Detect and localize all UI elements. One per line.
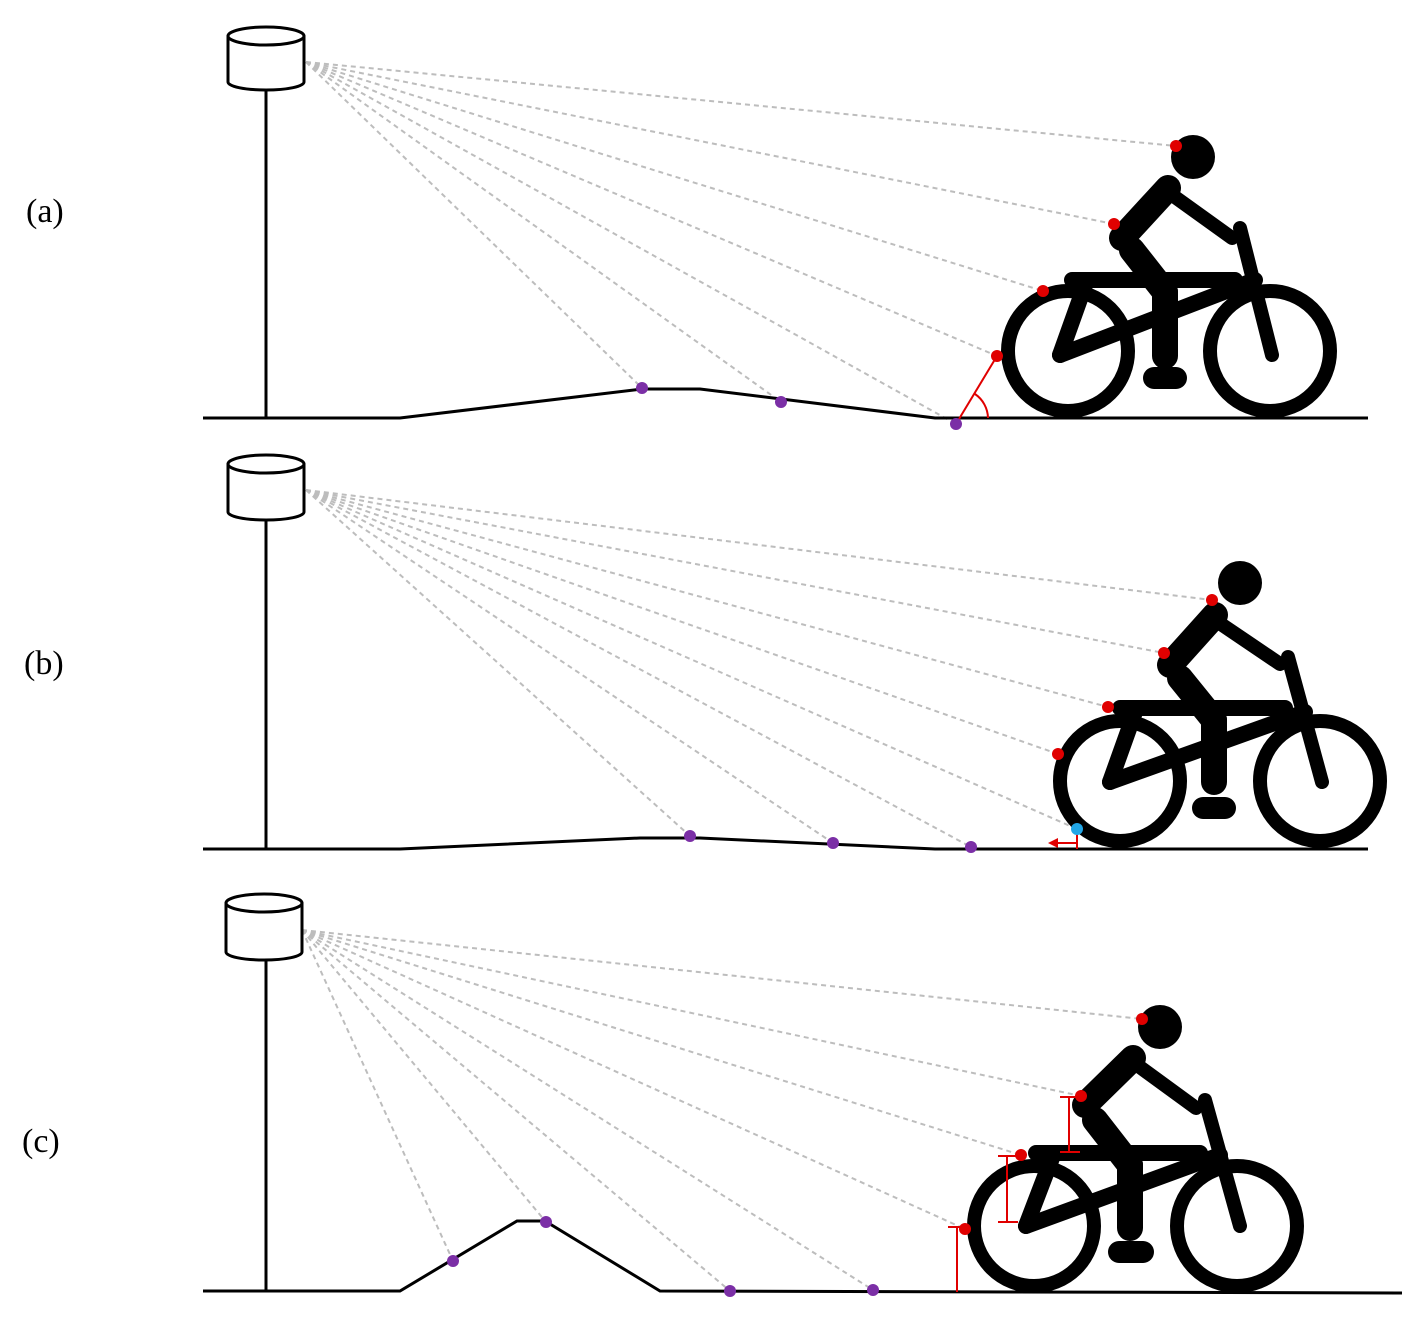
panel-label-a: (a): [26, 193, 64, 230]
panel-label-b: (b): [24, 645, 64, 682]
ground-points-c: [447, 1216, 879, 1297]
lidar-sensor-a: [226, 25, 306, 418]
panel-label-c: (c): [22, 1123, 60, 1160]
lidar-sensor-b: [226, 453, 306, 849]
ground-points-b: [684, 830, 977, 853]
lidar-rays-a: [305, 61, 1177, 425]
body-points-b: [1052, 594, 1218, 760]
cyclist-c: [967, 1005, 1304, 1293]
cyclist-a: [1001, 135, 1337, 418]
angle-annotation-a: [955, 355, 998, 425]
panel-b: (b): [24, 453, 1387, 853]
offset-annotation-b: [1048, 832, 1078, 849]
panel-a: (a): [26, 25, 1368, 430]
ground-profile-a: [203, 387, 1368, 420]
lidar-sensor-c: [224, 892, 304, 1291]
ground-points-a: [636, 382, 962, 430]
lidar-rays-c: [301, 929, 1143, 1292]
panel-c: (c): [22, 892, 1403, 1297]
body-points-a: [991, 140, 1182, 362]
body-points-c: [959, 1013, 1148, 1235]
contact-point-b: [1071, 823, 1083, 835]
height-annotations-c: [948, 1096, 1080, 1292]
lidar-rays-b: [305, 489, 1213, 848]
ground-profile-b: [203, 836, 1368, 851]
cyclist-b: [1053, 561, 1387, 848]
ground-profile-c: [203, 1219, 1403, 1295]
